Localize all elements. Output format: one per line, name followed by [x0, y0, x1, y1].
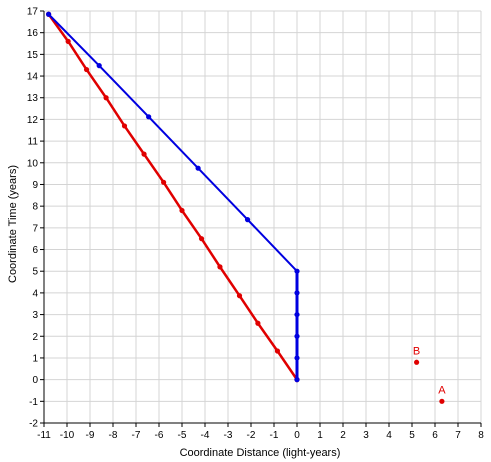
- y-tick-label: -1: [29, 397, 38, 408]
- y-tick-label: 14: [27, 72, 39, 83]
- y-tick-label: 1: [32, 353, 38, 364]
- y-tick-label: -2: [29, 419, 38, 430]
- x-tick-label: 3: [363, 430, 369, 441]
- series-1-point: [121, 123, 128, 129]
- point-label-A: A: [438, 384, 446, 396]
- y-tick-label: 11: [28, 137, 39, 148]
- x-tick-label: 2: [340, 430, 346, 441]
- y-tick-label: 16: [27, 28, 39, 39]
- y-tick-label: 0: [32, 375, 38, 386]
- y-tick-label: 5: [32, 267, 38, 278]
- y-tick-label: 15: [27, 50, 39, 61]
- y-tick-label: 10: [27, 158, 39, 169]
- point-B: [414, 359, 420, 365]
- series-2-point: [146, 114, 152, 120]
- x-axis-title: Coordinate Distance (light-years): [180, 447, 341, 459]
- point-A: [439, 398, 445, 404]
- x-tick-label: 6: [432, 430, 438, 441]
- y-tick-label: 13: [27, 93, 39, 104]
- series-1-point: [161, 179, 167, 185]
- y-tick-label: 2: [32, 332, 38, 343]
- x-tick-label: 8: [478, 430, 484, 441]
- y-tick-label: 6: [32, 245, 38, 256]
- x-tick-label: -4: [201, 430, 210, 441]
- series-1-point: [83, 66, 90, 73]
- y-tick-label: 17: [27, 7, 39, 18]
- x-tick-label: 4: [386, 430, 392, 441]
- series-2-point: [96, 63, 102, 69]
- y-tick-label: 12: [27, 115, 39, 126]
- x-tick-label: -2: [247, 430, 256, 441]
- x-tick-label: -11: [37, 430, 51, 441]
- series-1-point: [65, 38, 71, 44]
- y-tick-label: 9: [32, 180, 38, 191]
- x-tick-label: 7: [455, 430, 461, 441]
- point-label-B: B: [413, 345, 420, 357]
- x-tick-label: -1: [270, 430, 279, 441]
- series-2-point: [195, 165, 201, 171]
- series-line-1: [47, 13, 299, 381]
- plot-background: [44, 11, 481, 423]
- y-tick-label: 3: [32, 310, 38, 321]
- x-tick-label: -9: [86, 430, 95, 441]
- x-tick-label: 5: [409, 430, 415, 441]
- x-tick-label: 1: [317, 430, 323, 441]
- x-tick-label: -6: [155, 430, 164, 441]
- series-1-point: [255, 320, 261, 326]
- axis-layer: -11 -10 -9 -8 -7 -6 -5 -4 -3 -2 -1 0 1 2 3 4 5 6 7 8-2-1012…: [27, 7, 484, 442]
- x-tick-label: -7: [132, 430, 141, 441]
- x-tick-label: -10: [60, 430, 75, 441]
- series-1-point: [274, 348, 281, 354]
- series-1-point: [103, 95, 109, 101]
- x-tick-label: -3: [224, 430, 233, 441]
- labeled-points-layer: BA: [413, 345, 446, 404]
- y-axis-title: Coordinate Time (years): [7, 165, 19, 283]
- series-1-point: [198, 236, 205, 242]
- x-tick-label: -5: [178, 430, 187, 441]
- series-2-point: [244, 217, 251, 223]
- series-1-point: [217, 264, 223, 270]
- x-tick-label: 0: [294, 430, 300, 441]
- x-tick-label: -8: [109, 430, 118, 441]
- series-1-point: [236, 293, 243, 299]
- grid-layer: [43, 10, 482, 424]
- y-tick-label: 4: [32, 288, 38, 299]
- y-tick-label: 7: [32, 223, 38, 234]
- series-2-point: [46, 11, 52, 17]
- series-layer: [46, 11, 300, 383]
- series-1-point: [179, 207, 185, 214]
- series-1-point: [141, 151, 147, 157]
- y-tick-label: 8: [32, 202, 38, 213]
